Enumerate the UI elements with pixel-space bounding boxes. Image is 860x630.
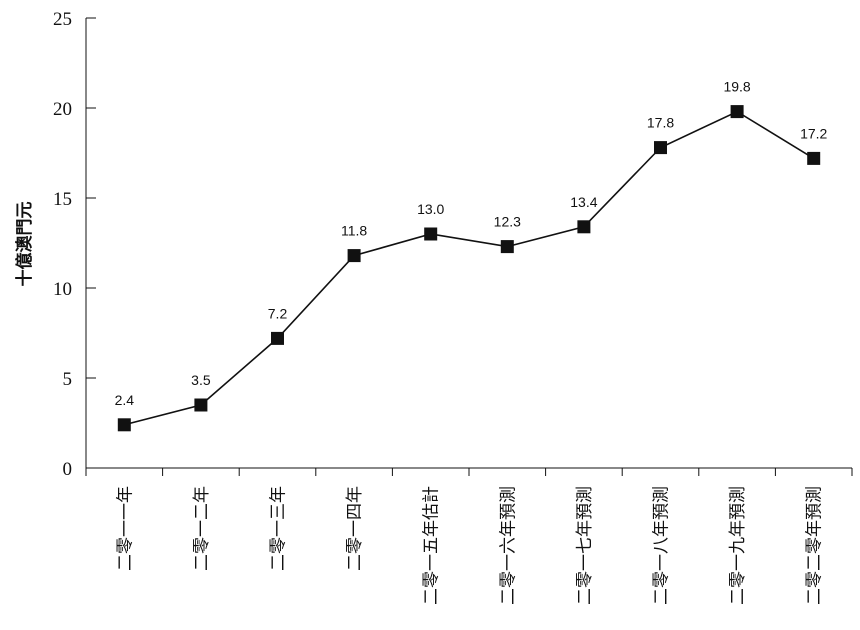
series-line (124, 110, 815, 426)
data-label: 7.2 (268, 305, 288, 321)
category-label: 二零一一年 (115, 486, 135, 571)
category-label: 二零一七年預測 (575, 486, 595, 605)
data-label: 11.8 (341, 223, 367, 239)
data-point (577, 220, 591, 234)
data-label: 12.3 (494, 214, 521, 230)
data-point (500, 240, 514, 254)
data-point (117, 418, 131, 432)
y-tick-label: 25 (53, 9, 72, 30)
y-axis-title: 十億澳門元 (14, 202, 35, 287)
y-tick-label: 20 (53, 99, 72, 120)
data-label: 2.4 (115, 392, 135, 408)
data-point (730, 105, 744, 119)
data-markers (117, 105, 821, 432)
category-label: 二零一三年 (269, 486, 289, 571)
y-tick-label: 10 (53, 279, 72, 300)
data-label: 13.4 (570, 194, 597, 210)
data-point (424, 227, 438, 241)
category-label: 二零一二年 (192, 486, 212, 571)
category-label: 二零一六年預測 (498, 486, 518, 605)
y-tick-label: 0 (63, 459, 73, 480)
data-point (347, 249, 361, 263)
category-label: 二零一五年估計 (422, 486, 442, 605)
data-label: 17.2 (800, 125, 827, 141)
data-label: 3.5 (191, 372, 211, 388)
data-label: 17.8 (647, 115, 674, 131)
category-label: 二零一九年預測 (728, 486, 748, 605)
data-point (807, 151, 821, 165)
y-ticks: 0 5 10 15 20 25 (53, 9, 96, 480)
y-tick-label: 5 (63, 369, 73, 390)
data-label: 13.0 (417, 201, 444, 217)
data-point (271, 331, 284, 345)
x-ticks (85, 468, 853, 476)
category-labels: 二零一一年 二零一二年 二零一三年 二零一四年 二零一五年估計 二零一六年預測 二零一七年預… (115, 486, 824, 605)
y-tick-label: 15 (53, 189, 72, 210)
category-label: 二零一八年預測 (652, 486, 672, 605)
data-labels: 2.4 3.5 7.2 11.8 13.0 12.3 13.4 17.8 19.8 17.2 (115, 79, 828, 408)
data-point (194, 398, 208, 412)
category-label: 二零一四年 (345, 486, 365, 571)
data-point (654, 141, 667, 155)
data-label: 19.8 (723, 79, 750, 95)
category-label: 二零二零年預測 (805, 486, 825, 605)
